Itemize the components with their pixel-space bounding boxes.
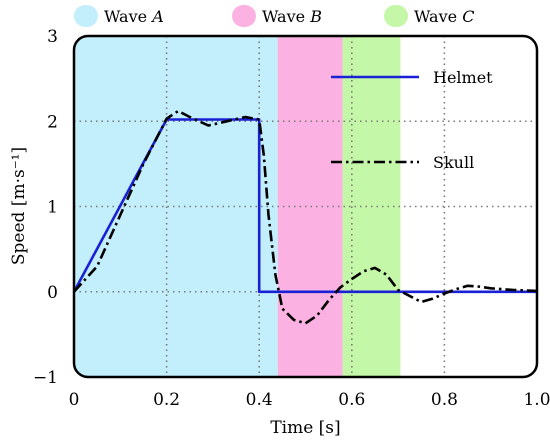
legend-label-skull: Skull — [433, 153, 474, 172]
series-helmet — [74, 118, 537, 294]
y-tick-labels: −1 0 1 2 3 — [33, 27, 58, 388]
y-tick-label: −1 — [33, 368, 58, 388]
x-tick-label: 0.6 — [338, 390, 365, 410]
y-axis-label: Speed [m·s⁻¹] — [9, 147, 29, 265]
x-tick-labels: 0 0.2 0.4 0.6 0.8 1.0 — [69, 390, 550, 410]
y-tick-label: 2 — [47, 112, 58, 132]
x-tick-label: 0 — [69, 390, 80, 410]
plot-frame — [72, 34, 539, 379]
band-wave-b — [277, 36, 343, 377]
band-label-wave-b: Wave B — [262, 7, 322, 26]
band-label-wave-a: Wave A — [104, 7, 164, 26]
legend: Helmet Skull — [331, 68, 493, 172]
band-chip-wave-b — [232, 5, 256, 27]
x-tick-label: 0.4 — [246, 390, 273, 410]
y-tick-label: 1 — [47, 198, 58, 218]
band-label-wave-c: Wave C — [414, 7, 474, 26]
legend-label-helmet: Helmet — [433, 68, 493, 87]
band-chip-wave-a — [74, 5, 98, 27]
band-legend: Wave A Wave B Wave C — [74, 5, 474, 27]
x-tick-label: 1.0 — [523, 390, 550, 410]
x-axis-label: Time [s] — [270, 418, 340, 438]
y-tick-label: 0 — [47, 283, 58, 303]
x-tick-label: 0.2 — [153, 390, 180, 410]
series-skull — [74, 109, 537, 325]
x-tick-label: 0.8 — [431, 390, 458, 410]
band-chip-wave-c — [384, 5, 408, 27]
y-tick-label: 3 — [47, 27, 58, 47]
series-lines — [74, 109, 537, 325]
